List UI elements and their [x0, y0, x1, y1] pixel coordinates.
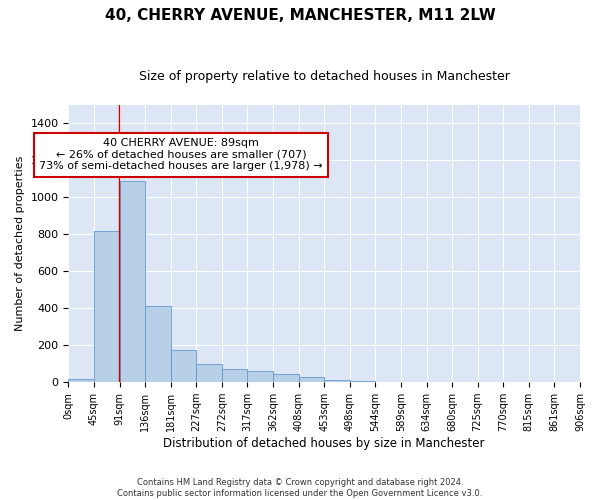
Bar: [299, 376, 324, 382]
Y-axis label: Number of detached properties: Number of detached properties: [15, 156, 25, 332]
Text: 40 CHERRY AVENUE: 89sqm  
← 26% of detached houses are smaller (707)
73% of semi: 40 CHERRY AVENUE: 89sqm ← 26% of detache…: [39, 138, 323, 172]
Bar: [324, 380, 350, 382]
Bar: [273, 374, 299, 382]
Bar: [196, 364, 222, 382]
Title: Size of property relative to detached houses in Manchester: Size of property relative to detached ho…: [139, 70, 509, 83]
Text: 40, CHERRY AVENUE, MANCHESTER, M11 2LW: 40, CHERRY AVENUE, MANCHESTER, M11 2LW: [104, 8, 496, 22]
Bar: [119, 181, 145, 382]
X-axis label: Distribution of detached houses by size in Manchester: Distribution of detached houses by size …: [163, 437, 485, 450]
Bar: [171, 350, 196, 382]
Bar: [222, 370, 247, 382]
Bar: [247, 371, 273, 382]
Bar: [145, 306, 171, 382]
Text: Contains HM Land Registry data © Crown copyright and database right 2024.
Contai: Contains HM Land Registry data © Crown c…: [118, 478, 482, 498]
Bar: [68, 378, 94, 382]
Bar: [94, 230, 119, 382]
